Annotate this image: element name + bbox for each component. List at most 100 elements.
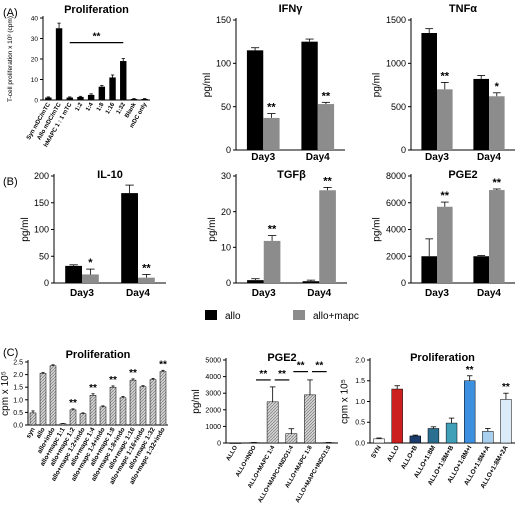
bar xyxy=(373,438,385,444)
bar xyxy=(59,423,67,426)
bar-allo xyxy=(301,41,318,150)
y-tick-label: 4000 xyxy=(386,225,406,235)
y-tick-label: 0 xyxy=(401,278,406,288)
significance-label: ** xyxy=(502,382,510,393)
y-axis-label: pg/ml xyxy=(202,73,213,97)
chart-title: PGE2 xyxy=(448,169,477,181)
y-axis-label: pg/ml xyxy=(207,217,218,241)
y-axis-label: pg/ml xyxy=(371,217,382,241)
bar-allo xyxy=(421,256,437,283)
bar xyxy=(409,435,421,444)
x-tick-label: syn xyxy=(25,426,37,439)
bar xyxy=(89,395,97,426)
x-tick-label: 1:8 xyxy=(96,101,106,112)
chart-a1: Proliferation 0 10 20 30 40 T-cell proliferati… xyxy=(7,4,150,148)
y-tick-label: 1000 xyxy=(386,58,406,68)
significance-label: ** xyxy=(89,383,97,394)
y-tick-label: 2000 xyxy=(205,407,221,414)
x-tick-label: Day3 xyxy=(251,152,275,163)
y-tick-label: 100 xyxy=(34,225,49,235)
panel-label-b: (B) xyxy=(3,176,18,188)
y-tick-label: 0 xyxy=(226,278,231,288)
significance-label: ** xyxy=(315,361,323,372)
y-tick-label: 2.0 xyxy=(13,372,23,379)
bar xyxy=(141,98,148,100)
chart-title: PGE2 xyxy=(267,352,296,364)
x-tick-label: Day3 xyxy=(425,152,449,163)
bar xyxy=(77,96,84,100)
bar xyxy=(139,386,147,426)
bar xyxy=(29,412,37,426)
bar-allo xyxy=(473,78,489,150)
y-tick-label: 20 xyxy=(31,56,39,63)
y-tick-label: 20 xyxy=(221,207,231,217)
bar xyxy=(464,380,476,444)
significance-label: ** xyxy=(493,177,502,189)
y-tick-label: 4000 xyxy=(205,374,221,381)
y-tick-label: 500 xyxy=(391,102,406,112)
x-tick-label: allo xyxy=(35,426,47,439)
chart-title: IL-10 xyxy=(97,169,123,181)
y-tick-label: 0.0 xyxy=(13,422,23,429)
significance-label: ** xyxy=(267,102,276,114)
significance-label: * xyxy=(88,257,93,269)
y-tick-label: 150 xyxy=(216,15,231,25)
bar xyxy=(39,373,47,426)
bar-allo xyxy=(473,256,489,283)
x-tick-label: Day4 xyxy=(307,288,331,299)
chart-a2: IFNγ 0 50 100 150 pg/ml ** Day3 ** Day4 xyxy=(202,3,345,163)
chart-title: TNFα xyxy=(449,3,477,15)
y-tick-label: 0 xyxy=(44,278,49,288)
x-tick-label: Day3 xyxy=(70,288,94,299)
significance-label: ** xyxy=(129,368,137,379)
bar xyxy=(69,409,77,426)
y-tick-label: 10 xyxy=(31,77,39,84)
bar xyxy=(79,413,87,426)
y-tick-label: 50 xyxy=(221,102,231,112)
chart-title: Proliferation xyxy=(66,349,131,361)
chart-a3: TNFα 0 500 1000 1500 pg/ml ** Day3 * Day4 xyxy=(371,3,515,163)
legend: allo allo+mapc xyxy=(205,310,359,322)
y-axis-label: cpm x 10⁵ xyxy=(0,371,11,416)
legend-swatch-allo xyxy=(205,310,217,320)
bar-allo xyxy=(121,193,138,283)
bar xyxy=(120,61,127,100)
y-tick-label: 2000 xyxy=(386,251,406,261)
charts: Proliferation 0 10 20 30 40 T-cell proliferati… xyxy=(0,3,515,504)
chart-b1: IL-10 0 50 100 150 200 pg/ml * Day3 ** Day4 xyxy=(20,169,166,299)
y-tick-label: 8000 xyxy=(386,171,406,181)
panel-label-a: (A) xyxy=(3,7,18,19)
bar xyxy=(149,379,157,426)
y-tick-label: 10 xyxy=(221,242,231,252)
y-tick-label: 150 xyxy=(34,198,49,208)
chart-b2: TGFβ 0 10 20 30 pg/ml ** Day3 ** Day4 xyxy=(207,169,347,299)
y-tick-label: 2.0 xyxy=(355,357,365,364)
bar-allo-mapc xyxy=(138,277,155,283)
x-tick-label: 1:16 xyxy=(105,101,117,115)
significance-label: ** xyxy=(268,224,277,236)
x-tick-label: ALLO+MAPC+INDO1:8 xyxy=(295,444,333,504)
bar-allo xyxy=(302,281,320,283)
chart-title: TGFβ xyxy=(277,169,306,181)
x-tick-label: Day4 xyxy=(126,288,150,299)
x-tick-label: ALLO xyxy=(226,445,240,462)
x-tick-label: 1:2 xyxy=(75,101,85,112)
significance-label: ** xyxy=(441,70,450,82)
y-tick-label: 100 xyxy=(216,58,231,68)
significance-label: ** xyxy=(323,175,332,187)
bar xyxy=(119,397,127,426)
bar-allo xyxy=(246,50,264,151)
y-tick-label: 0.5 xyxy=(13,410,23,417)
bar xyxy=(109,77,116,100)
chart-c2: PGE2010002000300040005000pg/mlALLOALLO+I… xyxy=(191,352,338,504)
significance-label: ** xyxy=(93,32,101,43)
chart-b3: PGE2 0 2000 4000 6000 8000 pg/ml ** Day3 ** Day4 xyxy=(371,169,515,299)
y-tick-label: 1.5 xyxy=(355,378,365,385)
y-axis-label: cpm x 10⁵ xyxy=(339,379,350,424)
bar xyxy=(98,86,106,100)
y-tick-label: 0 xyxy=(226,145,231,155)
significance-label: ** xyxy=(297,361,305,372)
x-tick-label: Day3 xyxy=(252,288,276,299)
significance-label: ** xyxy=(278,369,286,380)
y-tick-label: 0 xyxy=(217,440,221,447)
